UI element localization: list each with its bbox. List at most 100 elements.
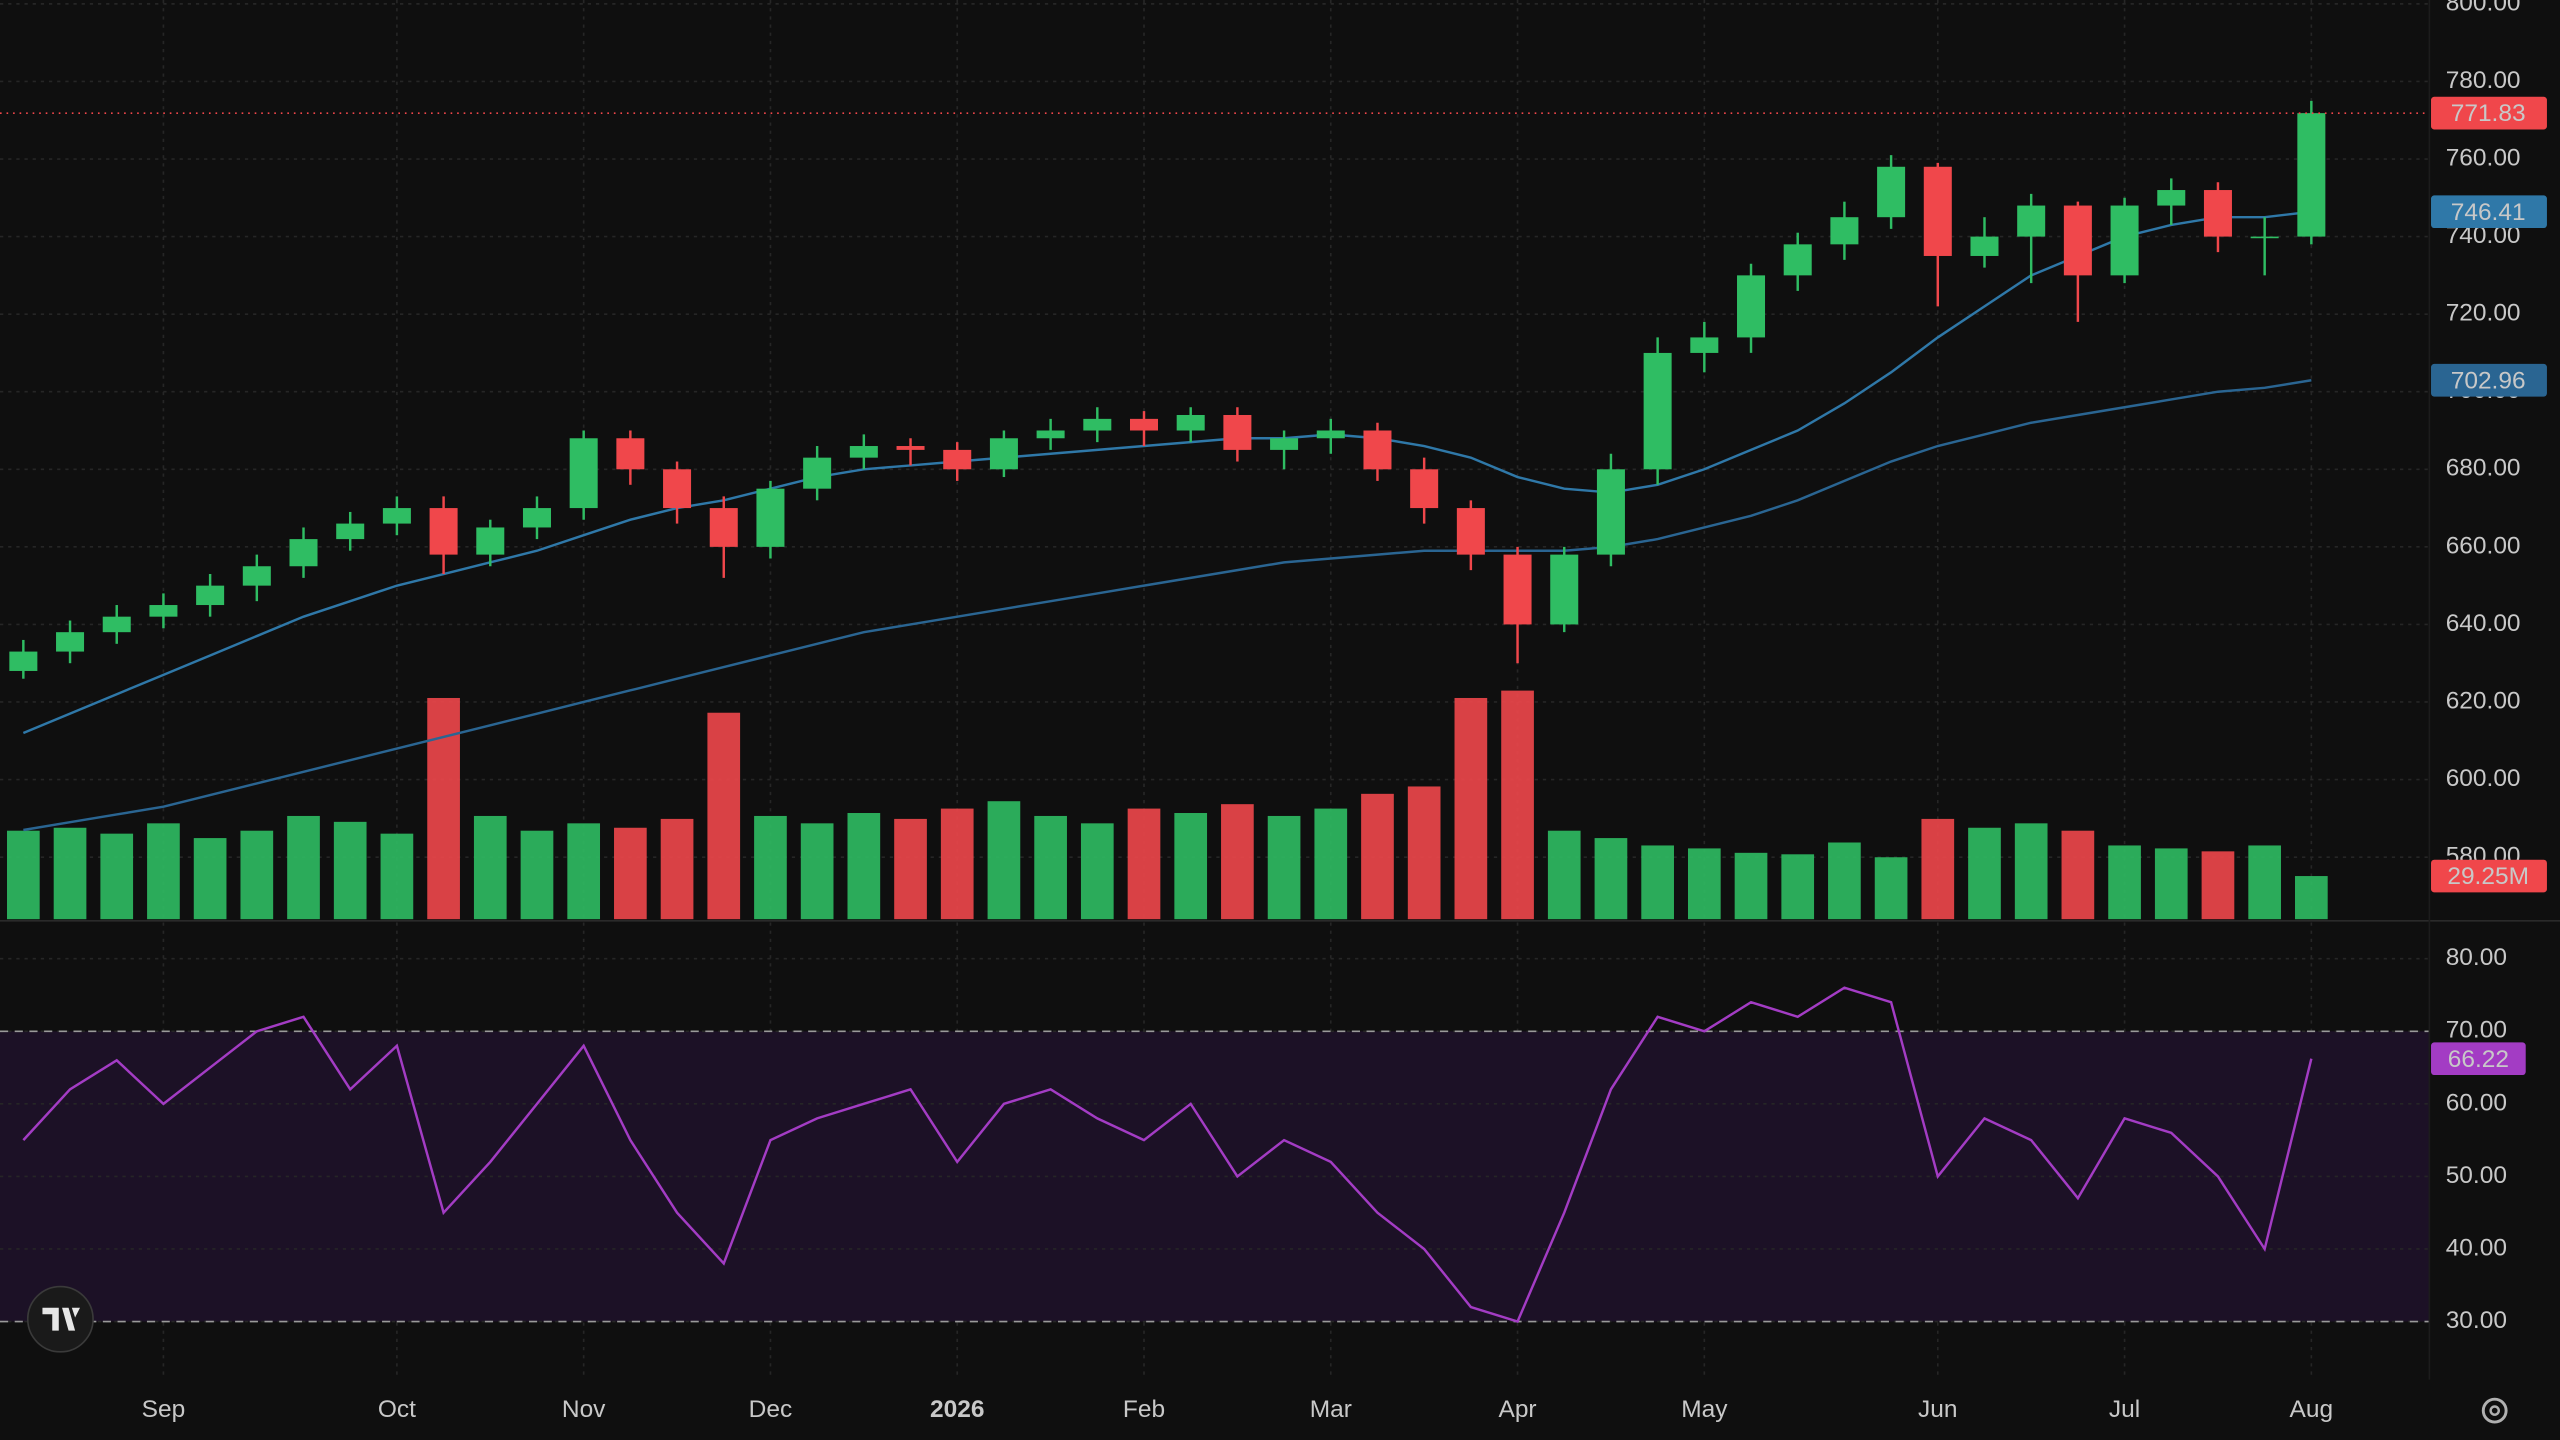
volume-bar: [1734, 852, 1768, 920]
x-tick-label: Aug: [2290, 1396, 2334, 1423]
candle-body: [1503, 554, 1532, 625]
volume-bar: [380, 833, 414, 920]
volume-bar: [1874, 857, 1908, 920]
y-tick-label: 640.00: [2446, 610, 2521, 637]
y-tick-label: 40.00: [2446, 1234, 2507, 1261]
volume-value-label-bg: [2431, 859, 2547, 893]
rsi-value-label: 66.22: [2448, 1046, 2509, 1073]
candle-body: [1643, 352, 1672, 470]
volume-bar: [660, 818, 694, 920]
volume-bar: [2295, 876, 2328, 920]
x-tick-label: May: [1681, 1396, 1728, 1423]
ma-value-label: 746.41: [2451, 199, 2526, 226]
candle-body: [1550, 554, 1579, 625]
volume-bar: [2014, 823, 2048, 920]
volume-value-label: 29.25M: [2447, 863, 2529, 890]
volume-bar: [240, 830, 274, 920]
candle-body: [803, 457, 832, 489]
x-tick-label: Nov: [562, 1396, 606, 1423]
candle-body: [2017, 205, 2046, 237]
last-price-label: 771.83: [2451, 100, 2526, 127]
moving-average: [22, 210, 2312, 735]
rsi-line: [22, 986, 2313, 1324]
candle-body: [943, 449, 972, 470]
volume-bar: [614, 827, 647, 920]
rsi-value-label-bg: [2431, 1042, 2526, 1076]
candle-body: [989, 438, 1018, 470]
candle-body: [1456, 508, 1485, 555]
ma-value-label: 702.96: [2451, 367, 2526, 394]
x-tick-label: Mar: [1310, 1396, 1352, 1423]
volume-bar: [800, 823, 834, 920]
x-tick-label: Jul: [2109, 1396, 2140, 1423]
candle-body: [149, 605, 178, 617]
candle-body: [616, 438, 645, 470]
candle-body: [1877, 166, 1906, 218]
x-tick-label: Dec: [749, 1396, 793, 1423]
candle-body: [569, 438, 598, 509]
x-tick-label: Apr: [1499, 1396, 1537, 1423]
y-tick-label: 780.00: [2446, 67, 2521, 94]
y-tick-label: 70.00: [2446, 1017, 2507, 1044]
volume-bar: [1267, 815, 1301, 920]
candle-body: [2250, 236, 2279, 239]
volume-bar: [2201, 851, 2235, 920]
volume-bar: [147, 823, 180, 920]
ma-value-label-bg: [2431, 195, 2547, 229]
volume-bar: [1547, 830, 1581, 920]
candle-body: [429, 508, 458, 555]
candle-body: [1783, 244, 1812, 276]
x-tick-label: Sep: [142, 1396, 186, 1423]
volume-bar: [1127, 808, 1161, 920]
candle-body: [102, 616, 131, 633]
candle-body: [896, 446, 925, 450]
x-tick-label: Oct: [378, 1396, 416, 1423]
volume-bar: [520, 830, 554, 920]
volume-bar: [193, 838, 227, 920]
candle-body: [1223, 414, 1252, 450]
volume-bar: [7, 830, 40, 920]
volume-bar: [1594, 838, 1628, 920]
candle-body: [522, 508, 551, 528]
y-tick-label: 620.00: [2446, 687, 2521, 714]
volume-bar: [1687, 848, 1721, 920]
volume-bar: [1174, 813, 1208, 920]
candle-body: [1737, 275, 1766, 338]
volume-bar: [707, 712, 741, 920]
candle-body: [1316, 430, 1345, 439]
settings-button[interactable]: [2481, 1397, 2508, 1424]
volume-bar: [1781, 854, 1815, 920]
volume-bar: [2154, 848, 2188, 920]
candle-body: [242, 566, 271, 586]
candle-body: [849, 446, 878, 458]
volume-bar: [1921, 818, 1955, 920]
y-tick-label: 760.00: [2446, 144, 2521, 171]
volume-bar: [1407, 786, 1441, 920]
volume-bar: [2061, 830, 2095, 920]
volume-bar: [847, 813, 881, 920]
candle-body: [1176, 414, 1205, 431]
candle-body: [9, 651, 38, 671]
volume-bar: [2108, 845, 2141, 920]
y-tick-label: 680.00: [2446, 455, 2521, 482]
candle-body: [1596, 469, 1625, 555]
volume-bar: [53, 827, 87, 920]
candle-body: [1083, 418, 1112, 431]
volume-bar: [1314, 808, 1348, 920]
candle-body: [1923, 166, 1952, 256]
logo[interactable]: [26, 1285, 94, 1353]
candle-body: [1129, 418, 1159, 431]
ma-value-label-bg: [2431, 363, 2547, 397]
candle-body: [382, 508, 411, 524]
y-tick-label: 60.00: [2446, 1089, 2507, 1116]
volume-bar: [473, 815, 507, 920]
candle-body: [2063, 205, 2092, 276]
volume-bar: [100, 833, 134, 920]
candle-body: [1410, 469, 1439, 509]
y-tick-label: 80.00: [2446, 944, 2507, 971]
y-tick-label: 660.00: [2446, 532, 2521, 559]
candle-body: [1690, 337, 1719, 353]
last-price-label-bg: [2431, 96, 2547, 130]
